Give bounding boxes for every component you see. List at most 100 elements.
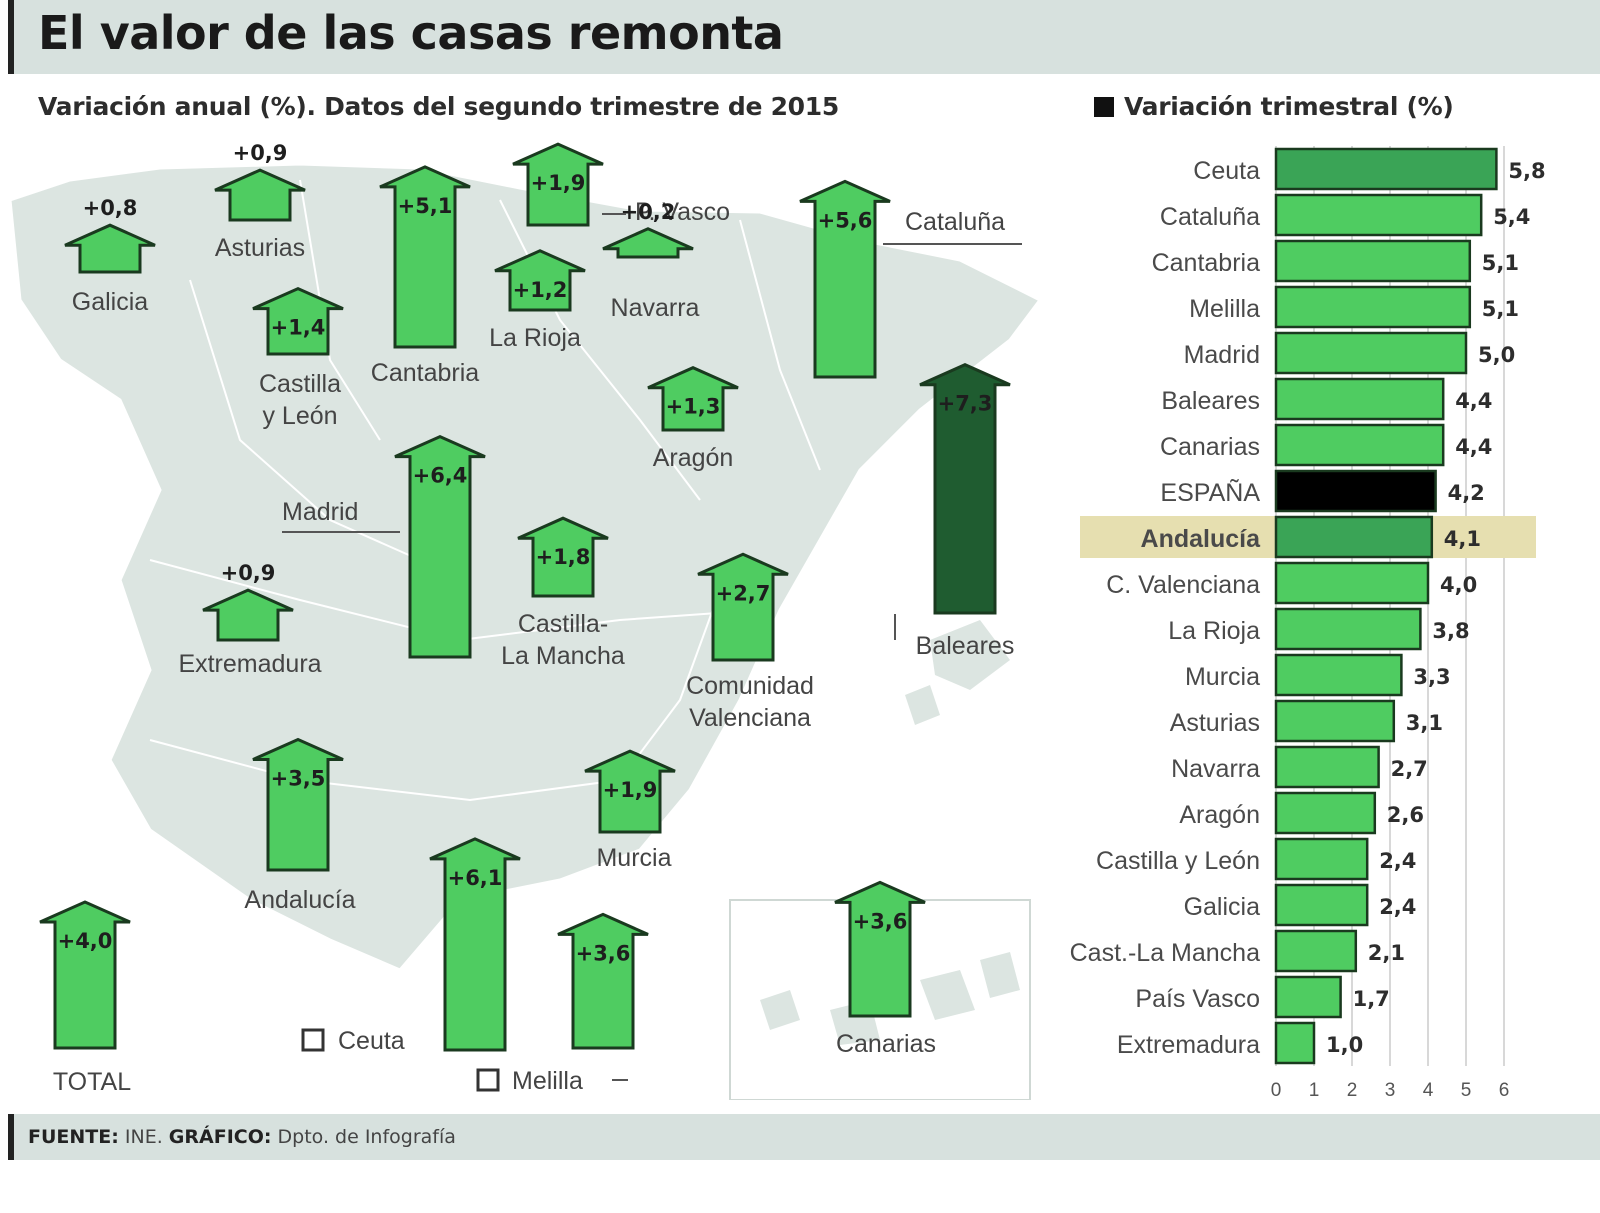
arrow-aragon: +1,3 Aragón: [647, 366, 739, 472]
arrow-shape-melilla: [557, 912, 649, 1050]
bar-row-aragon: Aragón 2,6: [1179, 791, 1424, 835]
bar-row-navarra: Navarra 2,7: [1171, 745, 1428, 789]
x-tick-0: 0: [1271, 1080, 1282, 1101]
arrow-shape-madrid: [394, 434, 486, 659]
arrow-value-madrid: +6,4: [413, 464, 468, 488]
x-tick-1: 1: [1309, 1080, 1320, 1101]
arrow-shape-asturias: [214, 168, 306, 222]
arrow-melilla: +3,6: [557, 912, 649, 1050]
melilla-legend-label: Melilla: [512, 1067, 583, 1095]
bar-navarra: [1274, 745, 1380, 789]
arrow-shape-pais-vasco: [512, 142, 604, 227]
bar-value-madrid: 5,0: [1478, 343, 1515, 367]
arrow-shape-baleares: [919, 363, 1011, 615]
bar-row-cast-la-mancha: Cast.-La Mancha 2,1: [1070, 929, 1405, 973]
region-label-andalucia: Andalucía: [244, 886, 355, 914]
header-band: [8, 0, 1600, 74]
bar-baleares: [1274, 377, 1445, 421]
bar-ceuta: [1274, 147, 1498, 191]
x-tick-6: 6: [1499, 1080, 1510, 1101]
bar-label-aragon: Aragón: [1179, 801, 1260, 829]
arrow-extremadura: +0,9 Extremadura: [178, 561, 321, 678]
region-label-extremadura: Extremadura: [178, 650, 321, 678]
region-label-aragon: Aragón: [653, 444, 734, 472]
arrow-shape-galicia: [64, 223, 156, 274]
bar-label-ceuta: Ceuta: [1193, 157, 1260, 185]
bar-value-castilla-y-leon: 2,4: [1379, 849, 1416, 873]
bar-row-baleares: Baleares 4,4: [1161, 377, 1492, 421]
region-label-castilla-y-leon-2: y León: [262, 402, 337, 430]
bar-castilla-y-leon: [1274, 837, 1369, 881]
arrow-shape-ceuta: [429, 837, 521, 1052]
graphic-value: Dpto. de Infografía: [277, 1126, 456, 1148]
arrow-value-baleares: +7,3: [938, 392, 993, 416]
bar-value-murcia: 3,3: [1413, 665, 1450, 689]
bar-label-baleares: Baleares: [1161, 387, 1260, 415]
arrow-asturias: +0,9 Asturias: [214, 141, 306, 262]
bar-row-cantabria: Cantabria 5,1: [1152, 239, 1519, 283]
arrow-value-cataluna: +5,6: [818, 208, 873, 232]
region-label-pais-vasco: P. Vasco: [635, 198, 730, 226]
bar-label-andalucia: Andalucía: [1141, 525, 1262, 553]
bar-row-castilla-y-leon: Castilla y León 2,4: [1096, 837, 1416, 881]
graphic-label: GRÁFICO:: [168, 1126, 272, 1148]
region-label-canarias: Canarias: [836, 1030, 936, 1058]
arrow-navarra: +0,2 Navarra: [602, 200, 700, 322]
arrow-pais-vasco: +1,9 P. Vasco: [512, 142, 730, 227]
region-label-cantabria: Cantabria: [371, 359, 479, 387]
arrow-castilla-la-mancha: +1,8 Castilla- La Mancha: [501, 516, 625, 670]
arrow-value-castilla-y-leon: +1,4: [271, 316, 326, 340]
arrow-baleares: +7,3 Baleares: [916, 363, 1015, 660]
bar-row-ceuta: Ceuta 5,8: [1193, 147, 1546, 191]
bar-value-la-rioja: 3,8: [1432, 619, 1469, 643]
bar-value-andalucia: 4,1: [1444, 527, 1481, 551]
bar-label-murcia: Murcia: [1185, 663, 1260, 691]
bar-value-extremadura: 1,0: [1326, 1033, 1363, 1057]
arrow-canarias: +3,6 Canarias: [834, 880, 936, 1058]
arrow-shape-cataluna: [799, 179, 891, 379]
bar-chart-title-text: Variación trimestral (%): [1124, 92, 1454, 121]
region-label-castilla-la-mancha: Castilla-: [518, 610, 608, 638]
region-label-galicia: Galicia: [72, 288, 149, 316]
arrow-shape-castilla-y-leon: [252, 286, 344, 356]
arrow-ceuta: +6,1: [429, 837, 521, 1052]
arrow-value-extremadura: +0,9: [221, 561, 276, 585]
arrow-madrid: +6,4 Madrid: [282, 434, 486, 659]
region-label-comunidad-valenciana: Comunidad: [686, 672, 814, 700]
map-chart: +0,8 Galicia +0,9 Asturias +5,1 Cantabria +1,9…: [8, 141, 1043, 1100]
region-label-asturias: Asturias: [215, 234, 305, 262]
mallorca-shape: [930, 620, 1010, 690]
arrow-cataluna: +5,6 Cataluña: [799, 179, 1005, 379]
bar-row-cataluna: Cataluña 5,4: [1160, 193, 1530, 237]
bar-label-asturias: Asturias: [1170, 709, 1260, 737]
source-line: FUENTE: INE. GRÁFICO: Dpto. de Infografí…: [28, 1126, 456, 1148]
arrow-shape-andalucia: [252, 737, 344, 872]
arrow-shape-aragon: [647, 366, 739, 432]
bar-value-c-valenciana: 4,0: [1440, 573, 1477, 597]
bar-chart-title: Variación trimestral (%): [1094, 92, 1454, 121]
bar-row-la-rioja: La Rioja 3,8: [1168, 607, 1470, 651]
region-label-total: TOTAL: [53, 1068, 131, 1096]
arrow-value-la-rioja: +1,2: [513, 278, 568, 302]
bar-asturias: [1274, 699, 1396, 743]
arrow-shape-canarias: [834, 880, 926, 1018]
bar-label-espana: ESPAÑA: [1160, 478, 1260, 507]
bar-galicia: [1274, 883, 1369, 927]
region-label-baleares: Baleares: [916, 632, 1015, 660]
bar-row-madrid: Madrid 5,0: [1184, 331, 1515, 375]
arrow-shape-murcia: [584, 749, 676, 834]
source-value: INE.: [124, 1126, 163, 1148]
bar-row-murcia: Murcia 3,3: [1185, 653, 1451, 697]
bar-label-cataluna: Cataluña: [1160, 203, 1260, 231]
region-label-murcia: Murcia: [596, 844, 671, 872]
bar-value-asturias: 3,1: [1406, 711, 1443, 735]
bar-row-extremadura: Extremadura 1,0: [1117, 1021, 1363, 1065]
bar-value-ceuta: 5,8: [1508, 159, 1545, 183]
bar-row-c-valenciana: C. Valenciana 4,0: [1106, 561, 1477, 605]
arrow-shape-cantabria: [379, 165, 471, 349]
arrow-value-andalucia: +3,5: [271, 767, 326, 791]
region-label-comunidad-valenciana-2: Valenciana: [689, 704, 811, 732]
bar-value-aragon: 2,6: [1387, 803, 1424, 827]
bar-canarias: [1274, 423, 1445, 467]
